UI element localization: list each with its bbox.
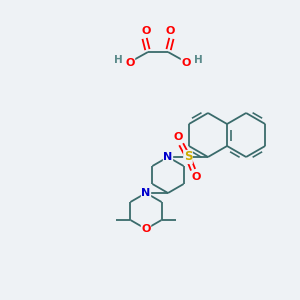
Text: S: S [184,151,192,164]
Text: O: O [141,26,151,36]
Text: O: O [165,26,175,36]
Text: H: H [114,55,122,65]
Text: O: O [173,132,183,142]
Text: H: H [194,55,202,65]
Text: O: O [141,224,151,234]
Text: N: N [141,188,151,198]
Text: O: O [191,172,201,182]
Text: O: O [181,58,191,68]
Text: O: O [125,58,135,68]
Text: N: N [164,152,172,162]
